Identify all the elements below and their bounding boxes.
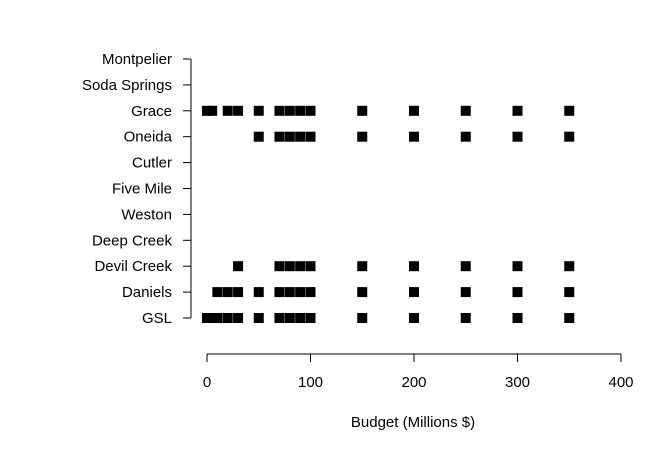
data-point	[274, 131, 285, 142]
data-point	[305, 105, 316, 116]
data-point	[564, 261, 575, 272]
y-tick-label: Devil Creek	[94, 258, 172, 275]
data-point	[202, 105, 212, 116]
data-point	[460, 313, 471, 323]
data-point	[460, 287, 471, 298]
data-point	[305, 287, 316, 298]
data-point	[409, 313, 419, 323]
y-tick-label: Soda Springs	[82, 77, 172, 94]
data-point	[233, 313, 244, 323]
x-tick-label: 400	[608, 374, 633, 391]
data-point	[222, 287, 233, 298]
data-point	[295, 131, 306, 142]
data-point	[564, 131, 575, 142]
data-point	[274, 287, 285, 298]
data-point	[253, 287, 264, 298]
data-point	[233, 261, 244, 272]
data-point	[212, 287, 223, 298]
data-point	[222, 105, 233, 116]
x-axis: 0 100 200 300 400	[203, 353, 634, 391]
data-point	[512, 261, 523, 272]
data-point	[357, 313, 368, 323]
data-point	[253, 131, 264, 142]
data-point	[274, 313, 285, 323]
y-tick-label: Deep Creek	[92, 232, 173, 249]
data-point	[222, 313, 233, 323]
data-point	[460, 131, 471, 142]
x-tick-label: 0	[203, 374, 211, 391]
data-point	[512, 287, 523, 298]
data-point	[284, 261, 295, 272]
data-point	[512, 105, 523, 116]
data-point	[305, 313, 316, 323]
data-point	[207, 313, 218, 323]
data-point	[253, 313, 264, 323]
data-point	[357, 287, 368, 298]
x-tick-label: 100	[298, 374, 323, 391]
data-point	[409, 105, 419, 116]
y-tick-label: Grace	[131, 103, 172, 120]
data-point	[207, 105, 218, 116]
data-point	[233, 105, 244, 116]
x-axis-title: Budget (Millions $)	[351, 414, 475, 431]
y-axis: GSL Daniels Devil Creek Deep Creek Weston Fiv…	[82, 51, 192, 327]
data-point	[357, 105, 368, 116]
data-point	[295, 261, 306, 272]
data-point	[295, 287, 306, 298]
data-point	[202, 313, 212, 323]
data-point	[564, 105, 575, 116]
y-tick-label: Montpelier	[102, 51, 172, 68]
data-point	[233, 287, 244, 298]
y-tick-label: Five Mile	[112, 181, 172, 198]
data-point	[460, 105, 471, 116]
data-point	[274, 105, 285, 116]
data-point	[295, 313, 306, 323]
data-point	[564, 313, 575, 323]
data-point	[357, 261, 368, 272]
y-tick-label: GSL	[142, 310, 172, 327]
data-point	[460, 261, 471, 272]
data-point	[512, 131, 523, 142]
data-point	[357, 131, 368, 142]
data-point	[409, 261, 419, 272]
data-point	[284, 313, 295, 323]
y-tick-label: Oneida	[124, 129, 173, 146]
y-tick-label: Weston	[121, 206, 172, 223]
x-tick-label: 300	[505, 374, 530, 391]
data-point	[284, 131, 295, 142]
y-tick-label: Daniels	[122, 284, 172, 301]
y-tick-label: Cutler	[132, 155, 172, 172]
data-points	[202, 105, 575, 323]
data-point	[284, 287, 295, 298]
data-point	[295, 105, 306, 116]
data-point	[512, 313, 523, 323]
data-point	[409, 287, 419, 298]
data-point	[274, 261, 285, 272]
data-point	[212, 313, 223, 323]
data-point	[253, 105, 264, 116]
data-point	[409, 131, 419, 142]
data-point	[284, 105, 295, 116]
data-point	[305, 261, 316, 272]
data-point	[305, 131, 316, 142]
data-point	[564, 287, 575, 298]
x-tick-label: 200	[401, 374, 426, 391]
